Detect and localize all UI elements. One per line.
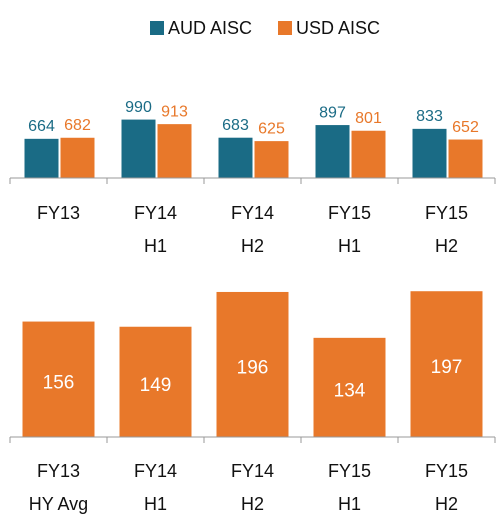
x-tick-label: FY15 [425, 461, 468, 481]
bar [313, 337, 386, 437]
value-label: 913 [161, 103, 188, 120]
x-tick-label: FY14 [134, 461, 177, 481]
bar [119, 326, 192, 437]
bar [410, 291, 483, 437]
value-label: 897 [319, 104, 346, 121]
x-tick-label: H1 [338, 494, 361, 514]
value-label: 197 [431, 357, 463, 378]
value-label: 652 [452, 119, 479, 136]
x-tick-label: H2 [435, 494, 458, 514]
bar [121, 119, 156, 178]
value-label: 990 [125, 99, 152, 116]
x-tick-label: FY15 [425, 203, 468, 223]
value-label: 196 [237, 357, 269, 378]
x-tick-label: H1 [144, 494, 167, 514]
x-tick-label: HY Avg [29, 494, 88, 514]
legend-label: AUD AISC [168, 18, 252, 38]
bar [448, 139, 483, 178]
bar [216, 291, 289, 437]
x-tick-label: FY14 [231, 461, 274, 481]
value-label: 664 [28, 118, 55, 135]
value-label: 625 [258, 120, 285, 137]
x-tick-label: H2 [435, 236, 458, 256]
value-label: 134 [334, 380, 366, 401]
bar [24, 138, 59, 178]
x-tick-label: H2 [241, 236, 264, 256]
x-tick-label: FY14 [134, 203, 177, 223]
value-label: 156 [43, 372, 75, 393]
x-tick-label: FY13 [37, 461, 80, 481]
legend-label: USD AISC [296, 18, 380, 38]
x-tick-label: FY13 [37, 203, 80, 223]
value-label: 801 [355, 110, 382, 127]
value-label: 149 [140, 375, 172, 396]
bar [254, 141, 289, 178]
bar [412, 128, 447, 178]
x-tick-label: FY15 [328, 461, 371, 481]
bar [22, 321, 95, 437]
legend-swatch [278, 21, 292, 35]
x-tick-label: H1 [338, 236, 361, 256]
value-label: 683 [222, 117, 249, 134]
x-tick-label: H2 [241, 494, 264, 514]
value-label: 833 [416, 108, 443, 125]
bar [60, 137, 95, 178]
x-tick-label: FY15 [328, 203, 371, 223]
bar [157, 124, 192, 178]
bar [351, 130, 386, 178]
bar [315, 125, 350, 178]
value-label: 682 [64, 117, 91, 134]
legend-swatch [150, 21, 164, 35]
bar [218, 137, 253, 178]
x-tick-label: FY14 [231, 203, 274, 223]
x-tick-label: H1 [144, 236, 167, 256]
